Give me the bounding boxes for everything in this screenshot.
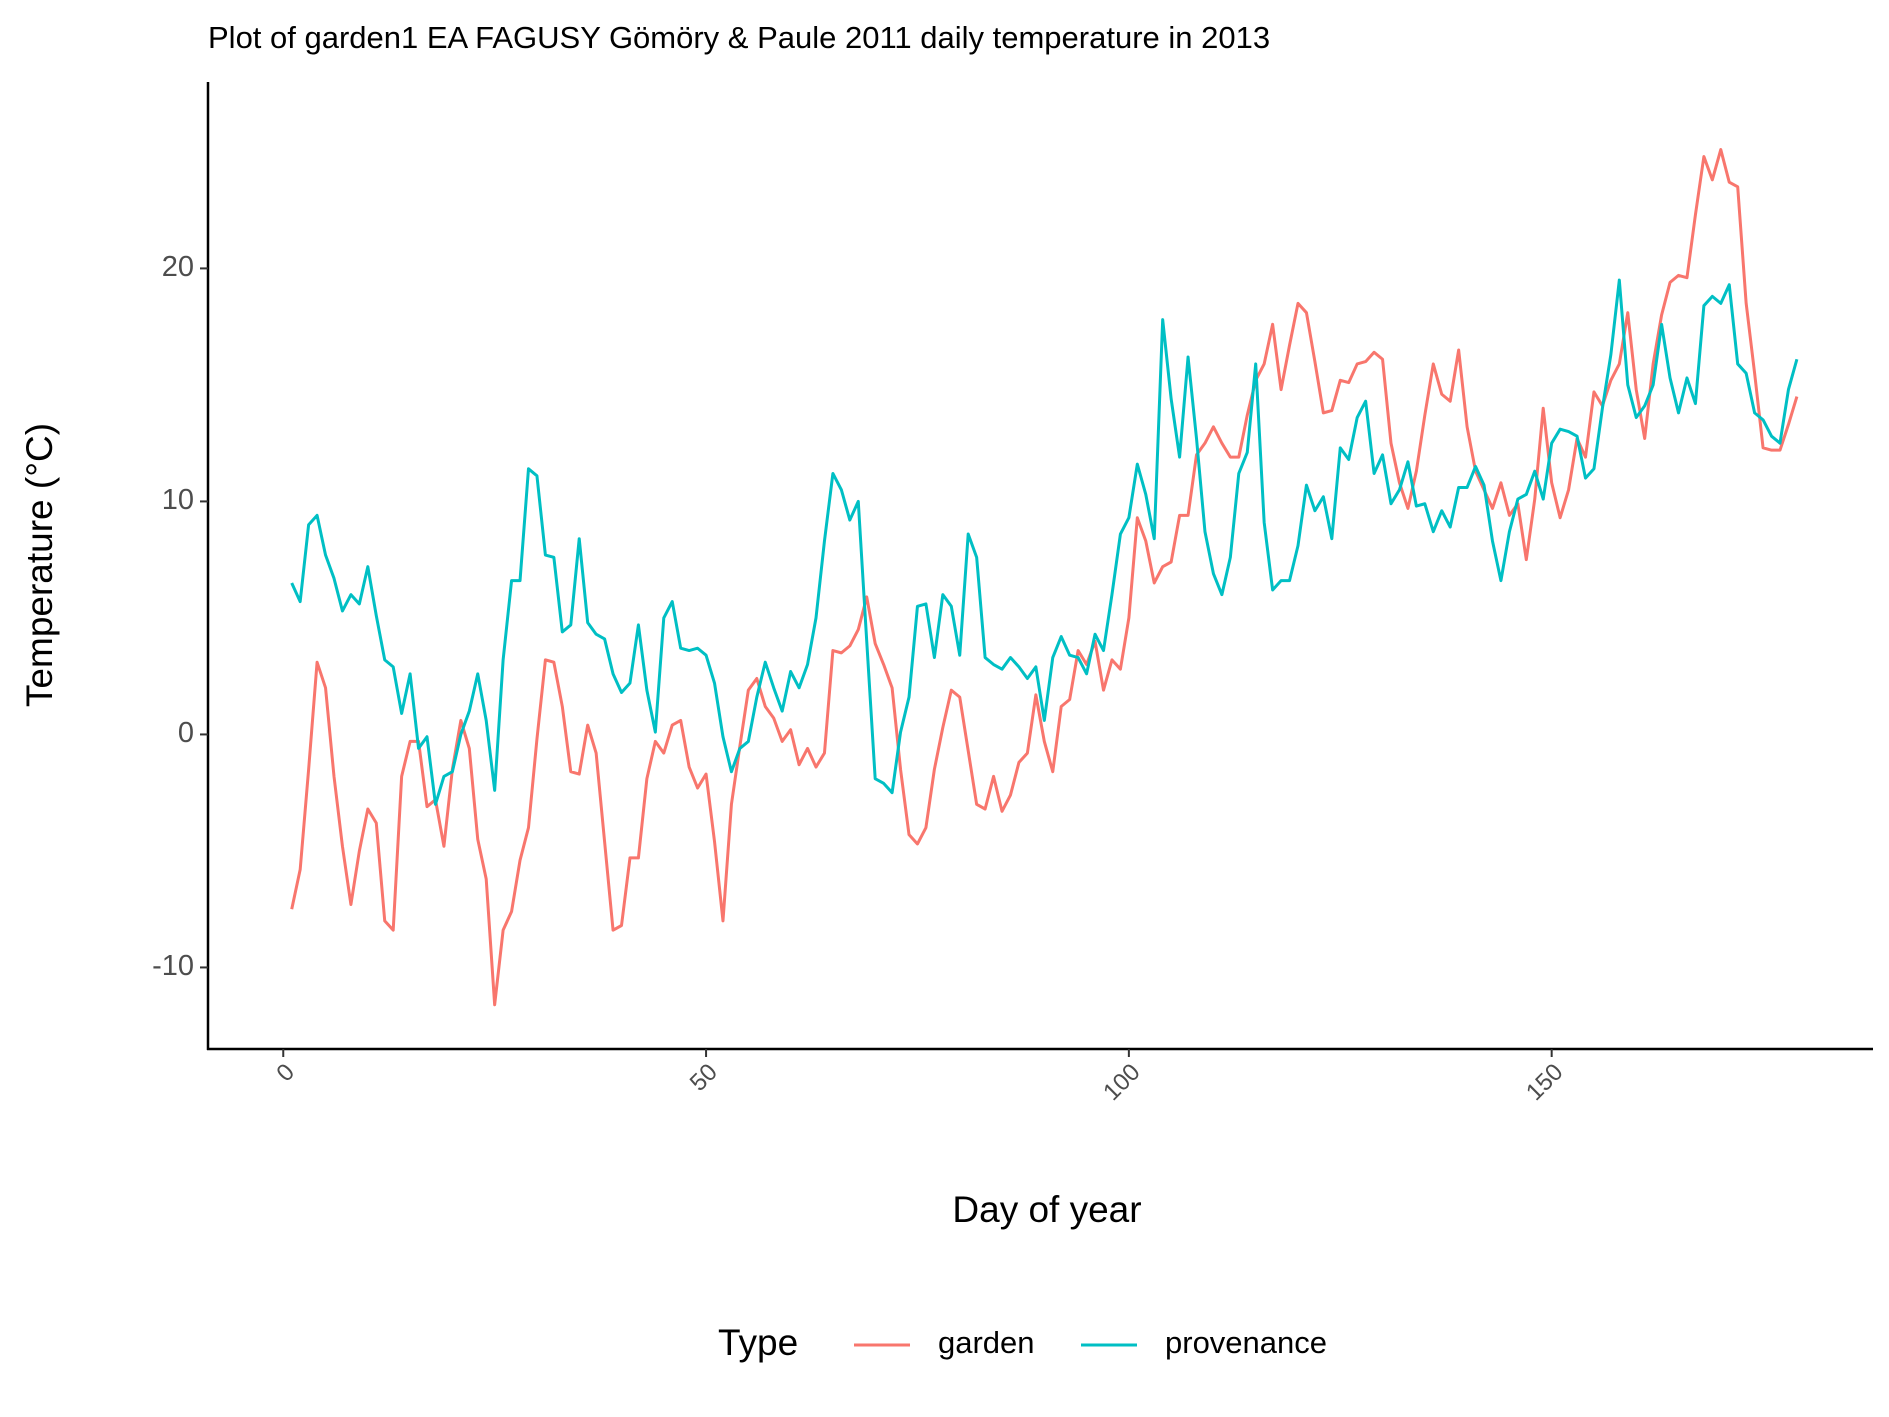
x-tick-label: 150 (1521, 1059, 1568, 1106)
series-line (290, 278, 1799, 806)
y-tick-label: 20 (162, 251, 194, 283)
legend-label: garden (938, 1325, 1035, 1360)
x-axis-title: Day of year (952, 1189, 1141, 1230)
x-tick-label: 100 (1098, 1059, 1145, 1106)
series-line (290, 148, 1799, 1007)
y-axis-title: Temperature (°C) (19, 423, 60, 707)
legend-title: Type (718, 1322, 798, 1363)
y-tick-label: 0 (178, 717, 194, 749)
legend-label: provenance (1165, 1325, 1327, 1360)
x-tick-label: 0 (271, 1059, 300, 1088)
y-tick-label: 10 (162, 484, 194, 516)
chart-title: Plot of garden1 EA FAGUSY Gömöry & Paule… (208, 20, 1270, 55)
y-tick-label: -10 (152, 950, 194, 982)
x-tick-label: 50 (685, 1059, 723, 1097)
